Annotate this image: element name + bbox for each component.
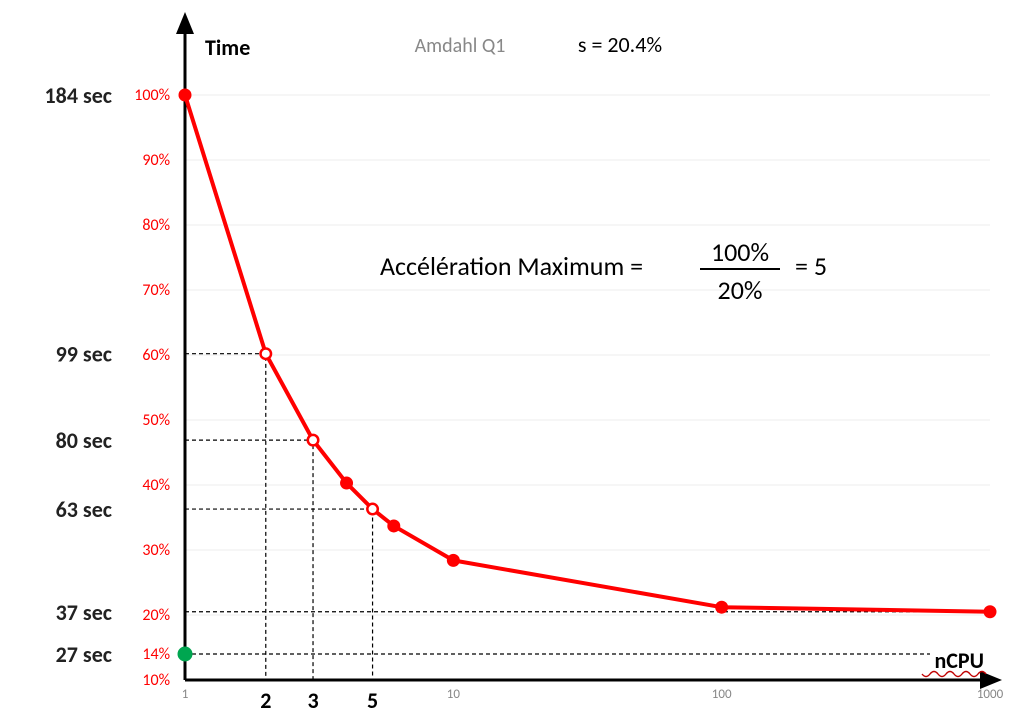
x-tick-minor: 1 [182,687,189,702]
sec-label: 99 sec [56,341,112,368]
sec-label: 80 sec [56,427,112,454]
y-tick-label: 60% [142,346,170,365]
formula-numerator: 100% [711,236,769,268]
amdahl-chart: 10% 14% 20% 30% 40% 50% 60% 70% 80% 90% 100% 1 10 100… [0,0,1024,721]
formula-lhs: Accélération Maximum = [380,250,643,282]
x-tick-minor: 100 [712,687,732,702]
y-tick-label: 70% [142,281,170,300]
data-point [447,554,459,566]
y-tick-label: 90% [142,151,170,170]
x-tick-major: 5 [367,687,378,714]
guide-line [185,440,313,680]
x-axis-title: nCPU [934,647,984,674]
y-tick-label: 40% [142,476,170,495]
sec-label: 37 sec [56,599,112,626]
y-tick-label: 30% [142,541,170,560]
sec-label: 63 sec [56,496,112,523]
y-tick-label: 80% [142,216,170,235]
data-point-hollow [261,349,271,359]
y-tick-label: 20% [142,606,170,625]
y-tick-label: 100% [134,86,170,105]
y-tick-label: 50% [142,411,170,430]
data-point [341,477,353,489]
sec-label: 184 sec [45,82,112,109]
y-axis-title: Time [205,34,250,61]
data-line [185,95,990,612]
sec-label: 27 sec [56,641,112,668]
y-tick-label: 14% [142,645,170,664]
x-tick-minor: 10 [447,687,461,702]
x-tick-major: 3 [307,687,318,714]
x-tick-major: 2 [260,687,271,714]
data-point-hollow [308,435,318,445]
y-tick-label: 10% [142,671,170,690]
x-tick-minor: 1000 [977,687,1004,702]
data-point [388,520,400,532]
data-point-hollow [368,504,378,514]
guide-line [185,354,266,680]
chart-subtitle: Amdahl Q1 [415,34,506,58]
formula-denominator: 20% [718,274,763,306]
green-point [178,647,192,661]
data-point [716,601,728,613]
data-point [179,89,191,101]
formula-rhs: = 5 [795,250,827,282]
y-axis-arrow [176,12,194,34]
s-parameter: s = 20.4% [578,31,663,58]
data-point [984,606,996,618]
